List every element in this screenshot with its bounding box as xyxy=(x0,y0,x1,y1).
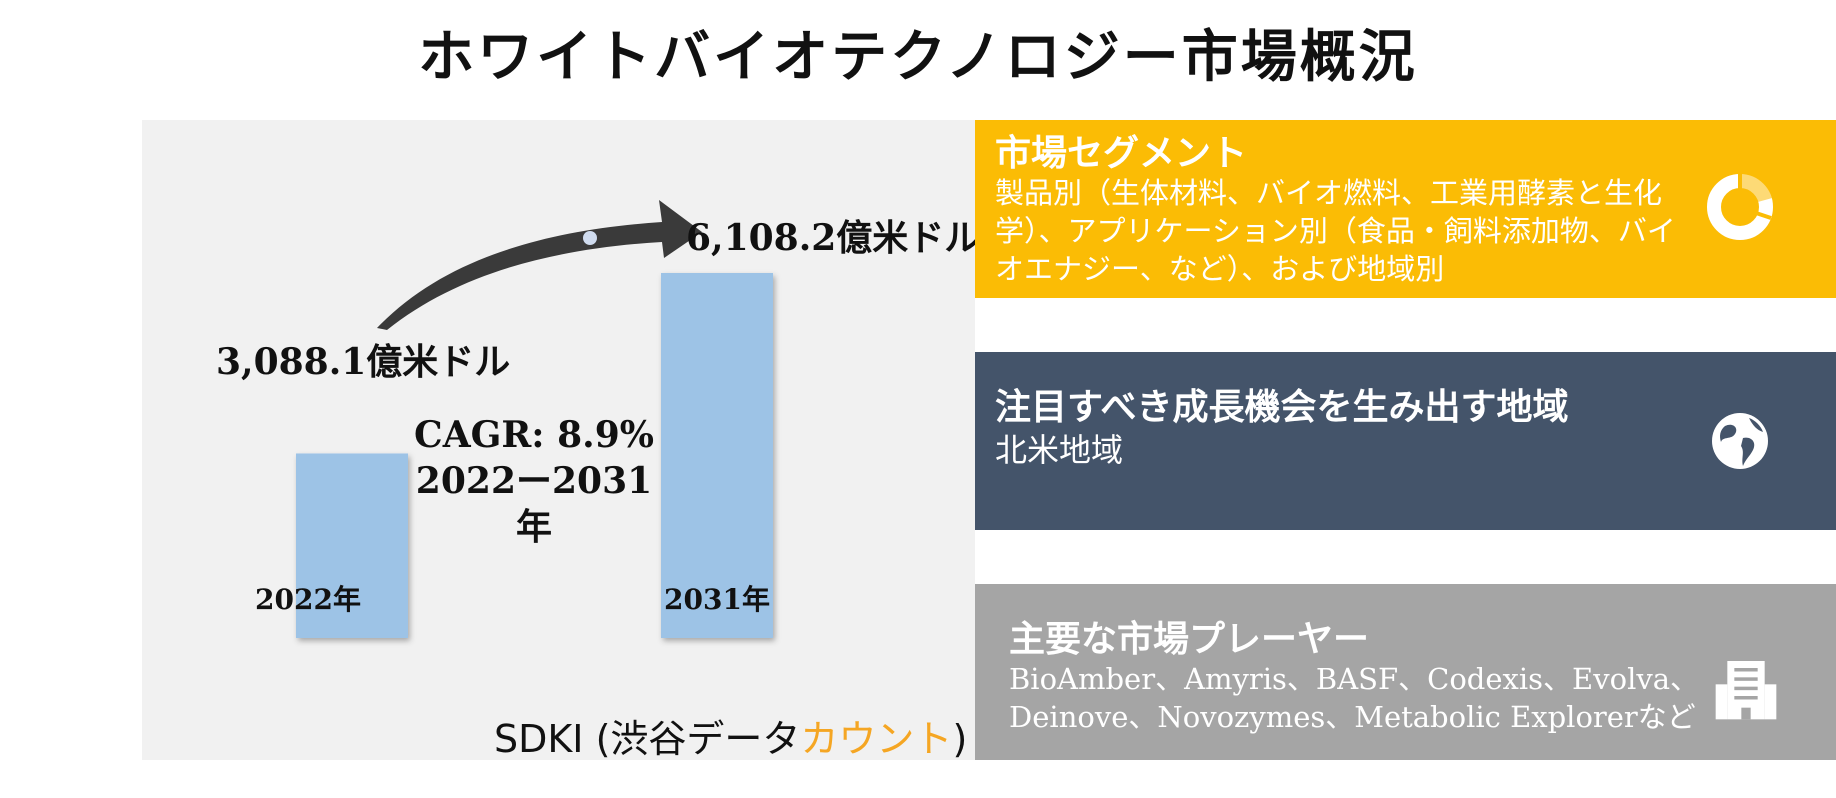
segment-body: 製品別（生体材料、バイオ燃料、工業用酵素と生化学）、アプリケーション別（食品・飼… xyxy=(995,176,1676,286)
chart-panel: 3,088.1億米ドル 6,108.2億米ドル CAGR: 8.9% 2022ー… xyxy=(142,120,980,763)
source-prefix: SDKI (渋谷データ xyxy=(494,717,801,761)
chart-canvas xyxy=(296,200,773,638)
bar-2022 xyxy=(296,453,408,638)
source-suffix: ) xyxy=(952,717,968,761)
donut-chart-icon xyxy=(1707,173,1773,240)
cagr-annotation: CAGR: 8.9% 2022ー2031年 xyxy=(404,412,664,550)
arrow-dot-icon xyxy=(583,231,597,245)
players-body: BioAmber、Amyris、BASF、Codexis、Evolva、Dein… xyxy=(1009,662,1700,734)
region-body: 北米地域 xyxy=(995,431,1124,469)
bar-2031 xyxy=(661,273,773,638)
value-label-2031: 6,108.2億米ドル xyxy=(686,217,981,259)
globe-icon xyxy=(1712,413,1768,469)
market-segment-box: 市場セグメント 製品別（生体材料、バイオ燃料、工業用酵素と生化学）、アプリケーシ… xyxy=(975,120,1836,298)
page-title: ホワイトバイオテクノロジー市場概況 xyxy=(418,24,1418,90)
cagr-period: 2022ー2031年 xyxy=(415,460,653,548)
value-label-2022: 3,088.1億米ドル xyxy=(216,341,511,383)
x-tick-2022: 2022年 xyxy=(255,583,361,616)
players-heading: 主要な市場プレーヤー xyxy=(1009,618,1370,660)
source-accent: カウント xyxy=(800,717,953,761)
source-credit: SDKI (渋谷データカウント) xyxy=(494,708,967,763)
growth-arrow-icon xyxy=(377,200,702,330)
building-icon xyxy=(1715,661,1777,720)
growth-region-box: 注目すべき成長機会を生み出す地域 北米地域 xyxy=(975,352,1836,530)
key-players-box: 主要な市場プレーヤー BioAmber、Amyris、BASF、Codexis、… xyxy=(975,584,1836,760)
segment-heading: 市場セグメント xyxy=(995,132,1248,174)
cagr-rate: CAGR: 8.9% xyxy=(414,414,654,456)
x-tick-2031: 2031年 xyxy=(664,583,770,616)
region-heading: 注目すべき成長機会を生み出す地域 xyxy=(995,386,1569,428)
